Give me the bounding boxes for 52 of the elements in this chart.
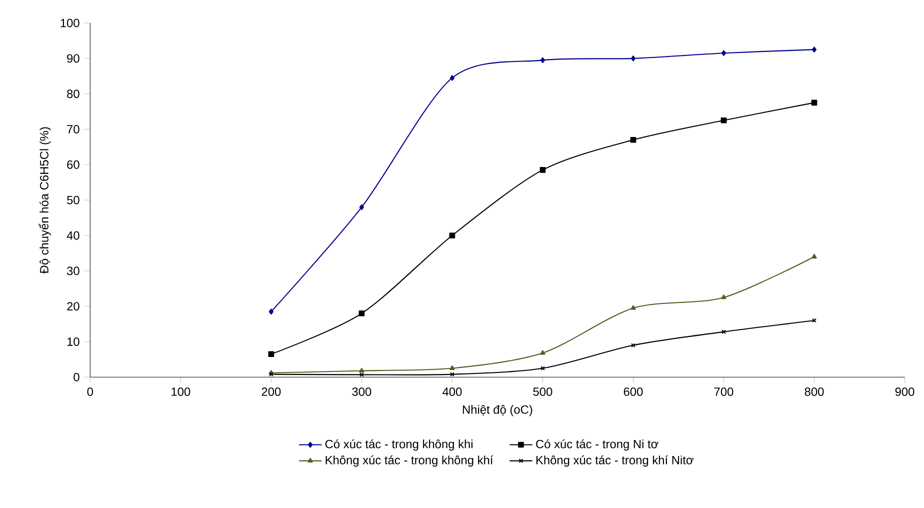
point [359, 368, 364, 372]
y-tick-label: 10 [67, 337, 80, 346]
y-tick-label: 90 [67, 54, 80, 63]
point [540, 350, 546, 355]
point [721, 294, 726, 300]
point [631, 343, 636, 348]
legend-label: Không xúc tác - trong khí Nitơ [536, 455, 694, 467]
point [268, 351, 274, 358]
y-tick-label: 20 [67, 302, 80, 311]
point [721, 50, 726, 56]
point [540, 167, 546, 173]
point [630, 305, 636, 310]
x-tick-label: 400 [442, 387, 462, 396]
legend-label: Không xúc tác - trong không khí [326, 455, 494, 467]
point [540, 366, 545, 370]
point [449, 232, 456, 238]
y-tick-label: 100 [60, 18, 80, 28]
point [359, 204, 364, 210]
y-tick-label: 30 [66, 266, 80, 276]
point [450, 372, 454, 377]
point [450, 365, 455, 370]
y-tick-label: 40 [66, 231, 80, 240]
y-tick-label: 0 [74, 372, 80, 382]
x-tick-label: 300 [352, 387, 372, 396]
x-tick-label: 500 [533, 387, 552, 396]
y-tick-label: 70 [67, 125, 80, 134]
point [812, 254, 817, 258]
y-axis-title: Độ chuyển hóa C6H5Cl (%) [38, 127, 51, 274]
point [630, 56, 636, 62]
legend-label: Có xúc tác - trong Ni tơ [536, 439, 658, 451]
point [540, 57, 546, 64]
point [359, 372, 364, 377]
x-axis-title: Nhiệt độ (oC) [462, 405, 532, 416]
x-tick-label: 0 [87, 387, 94, 396]
point [268, 308, 274, 315]
point [811, 100, 818, 106]
x-tick-label: 800 [804, 387, 824, 396]
point [812, 46, 817, 52]
point [722, 330, 726, 334]
legend-label: Có xúc tác - trong không khi [325, 439, 472, 451]
point [450, 74, 455, 81]
x-tick-label: 200 [262, 387, 281, 396]
point [720, 117, 727, 124]
x-tick-label: 900 [895, 387, 914, 396]
y-tick-label: 80 [67, 90, 80, 98]
y-tick-label: 50 [67, 196, 80, 204]
y-tick-label: 60 [67, 160, 80, 169]
point [630, 136, 636, 143]
x-tick-label: 700 [714, 387, 734, 396]
x-tick-label: 100 [172, 387, 190, 396]
x-tick-label: 600 [624, 387, 643, 396]
point [358, 310, 365, 316]
